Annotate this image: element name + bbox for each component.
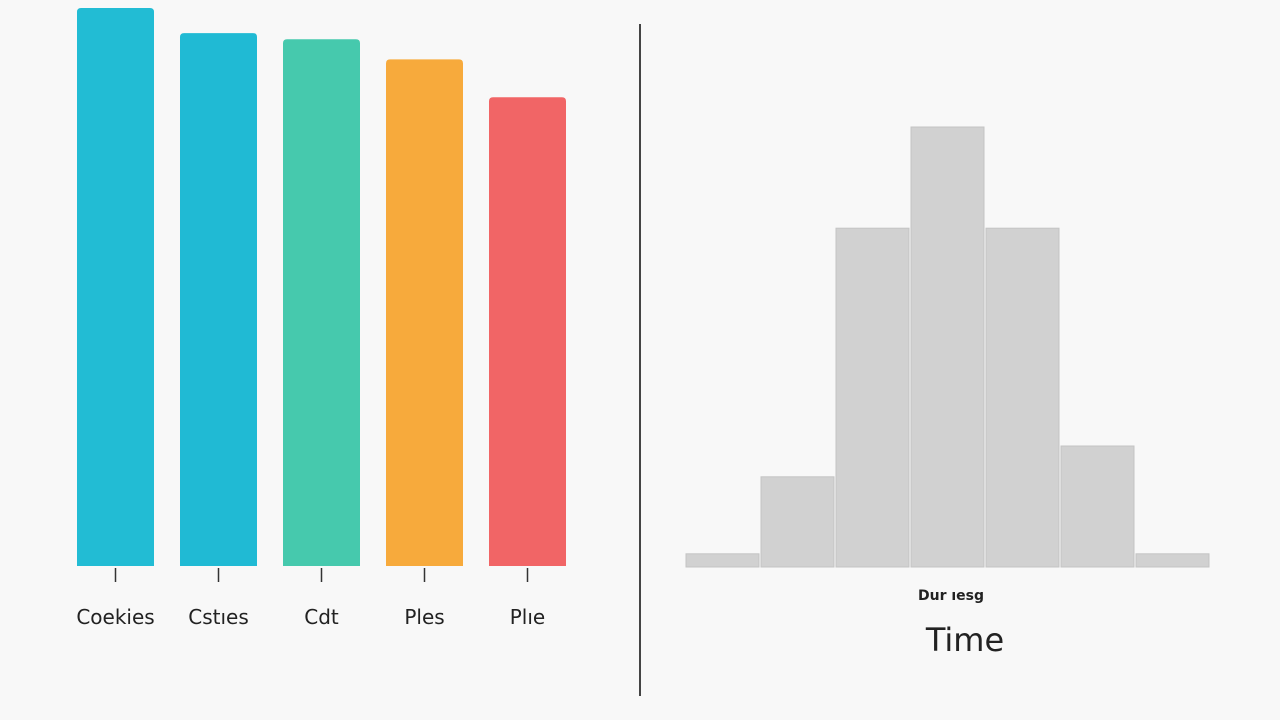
category-label-2: Cdt (304, 605, 339, 629)
histogram-xlabel: Time (925, 621, 1004, 659)
bar-2 (283, 39, 360, 567)
histogram-small-label: Dur ıesg (918, 588, 984, 604)
right-histogram: Dur ıesg Time (685, 126, 1210, 659)
left-bar-chart: Coekies Cstıes Cdt Ples Plıe (76, 8, 566, 629)
bar-1 (180, 33, 257, 567)
histogram-bar-1 (760, 476, 835, 568)
bar-4 (489, 97, 566, 566)
histogram-bar-6 (1135, 553, 1210, 568)
bar-3 (386, 59, 463, 566)
category-label-3: Ples (404, 605, 444, 629)
histogram-bar-0 (685, 553, 760, 568)
histogram-bar-4 (985, 227, 1060, 568)
histogram-bar-3 (910, 126, 985, 568)
category-label-1: Cstıes (188, 605, 249, 629)
histogram-bar-5 (1060, 445, 1135, 568)
bar-0 (77, 8, 154, 566)
category-label-0: Coekies (76, 605, 154, 629)
category-label-4: Plıe (510, 605, 545, 629)
histogram-bar-2 (835, 227, 910, 568)
